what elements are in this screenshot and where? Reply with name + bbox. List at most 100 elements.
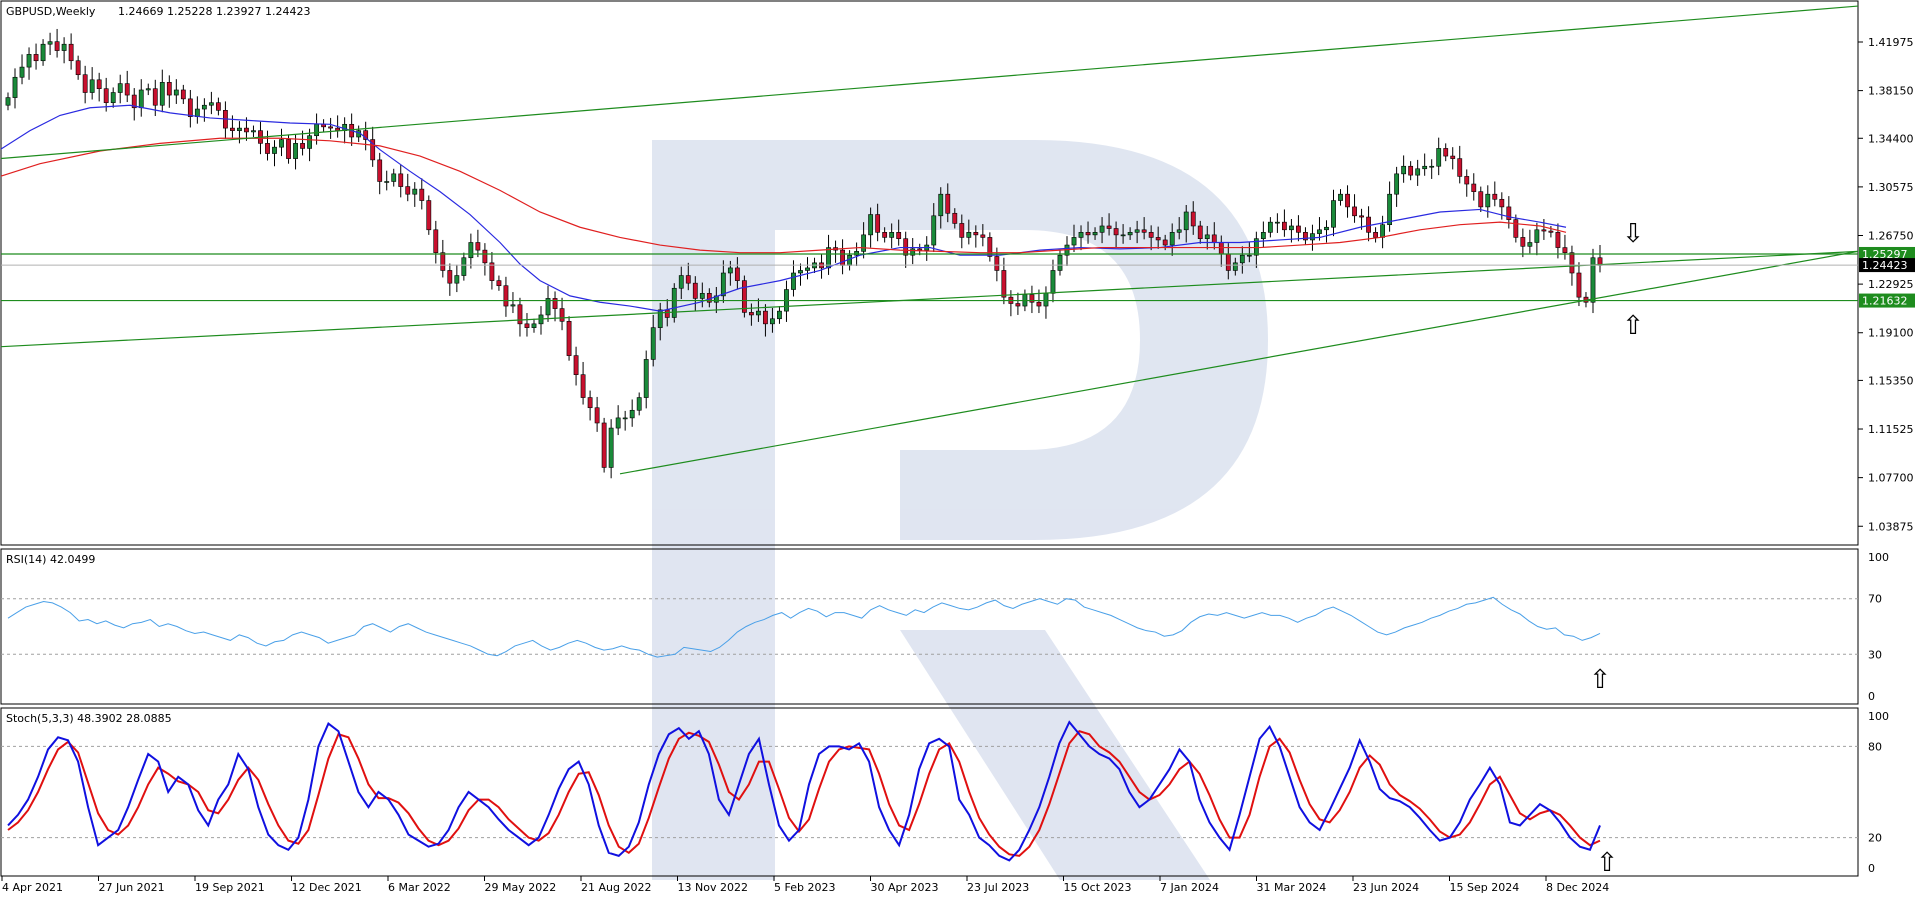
- candle: [924, 236, 930, 261]
- candle: [1471, 173, 1477, 201]
- channel-line: [619, 250, 1858, 475]
- time-tick-label: 19 Sep 2021: [195, 881, 265, 894]
- candle: [763, 304, 768, 337]
- candle-body: [194, 108, 200, 117]
- candle: [889, 223, 895, 249]
- candle-body: [433, 229, 439, 253]
- candle-body: [1204, 234, 1210, 239]
- candle-body: [664, 309, 670, 318]
- candle: [187, 89, 193, 128]
- candle-body: [671, 287, 677, 318]
- candle-body: [173, 89, 179, 96]
- candle-body: [854, 251, 860, 256]
- candle-body: [159, 82, 165, 106]
- time-tick-label: 5 Feb 2023: [774, 881, 835, 894]
- candle: [1513, 214, 1519, 243]
- candle: [1064, 236, 1070, 267]
- candle-body: [1232, 262, 1238, 271]
- candle: [1296, 215, 1301, 242]
- candle-body: [251, 130, 256, 133]
- candle: [601, 417, 607, 473]
- candle-body: [187, 98, 193, 117]
- candle-body: [138, 89, 144, 109]
- candle: [1562, 234, 1568, 260]
- candle: [412, 182, 418, 207]
- candle-body: [1590, 257, 1596, 303]
- candle: [496, 275, 502, 291]
- candle: [931, 203, 937, 253]
- candle-body: [524, 323, 530, 328]
- candle-body: [180, 89, 186, 100]
- candle: [1380, 215, 1385, 249]
- candle: [1282, 209, 1287, 237]
- candle-body: [713, 295, 719, 303]
- candle-body: [363, 130, 369, 140]
- candle-body: [720, 272, 726, 297]
- candle-body: [1492, 193, 1498, 200]
- candle-body: [1148, 232, 1154, 238]
- time-tick-label: 8 Dec 2024: [1546, 881, 1609, 894]
- time-axis[interactable]: 4 Apr 2021 27 Jun 2021 19 Sep 2021 12 Dec 2…: [1, 876, 1609, 894]
- candle: [1106, 213, 1112, 236]
- candle-body: [1534, 229, 1540, 243]
- rsi-pane[interactable]: [1, 596, 1858, 658]
- candle-body: [1155, 237, 1161, 241]
- candle: [201, 98, 207, 122]
- candle-body: [1043, 293, 1049, 307]
- candle-body: [748, 312, 754, 316]
- candle: [1176, 217, 1182, 240]
- main-pane-frame: [0, 0, 1859, 546]
- candle: [1127, 227, 1133, 240]
- stochastic-pane[interactable]: [1, 720, 1858, 862]
- time-tick-label: 21 Aug 2022: [581, 881, 651, 894]
- time-tick-label: 7 Jan 2024: [1160, 881, 1219, 894]
- candle-body: [124, 83, 130, 96]
- price-axis[interactable]: 1.41975 1.38150 1.34400 1.30575 1.26750 1.229…: [1858, 36, 1915, 875]
- candle-body: [594, 407, 600, 424]
- candle-body: [966, 232, 972, 238]
- candle: [1141, 217, 1147, 240]
- candle: [1267, 217, 1273, 238]
- time-tick-label: 31 Mar 2024: [1257, 881, 1327, 894]
- rsi-tick-label: 0: [1868, 690, 1875, 703]
- candle: [629, 399, 635, 427]
- candle-body: [1078, 232, 1084, 238]
- candle-body: [1485, 193, 1491, 208]
- candle-body: [1253, 238, 1259, 256]
- time-tick-label: 27 Jun 2021: [99, 881, 165, 894]
- candle-body: [650, 327, 656, 360]
- candle: [482, 243, 488, 276]
- candle-body: [468, 242, 474, 259]
- candle-body: [1141, 229, 1147, 233]
- candle-body: [1289, 225, 1294, 231]
- candle: [82, 65, 88, 104]
- price-pane[interactable]: [0, 5, 1858, 479]
- candle-body: [510, 304, 516, 307]
- candle: [68, 33, 74, 70]
- candle: [671, 283, 677, 323]
- candle: [608, 419, 614, 479]
- candle: [657, 302, 663, 341]
- candle-body: [798, 270, 803, 274]
- price-tick-label: 1.26750: [1868, 230, 1914, 243]
- candle: [777, 306, 782, 324]
- candle: [1576, 262, 1582, 307]
- candle-body: [987, 237, 993, 257]
- candle: [959, 214, 965, 249]
- stoch-tick-label: 0: [1868, 862, 1875, 875]
- candle: [678, 266, 684, 300]
- candle-body: [1324, 226, 1329, 231]
- candle-body: [826, 247, 831, 269]
- candle-body: [279, 139, 284, 148]
- candle-body: [1541, 229, 1547, 232]
- price-tick-label: 1.03875: [1868, 520, 1914, 533]
- candle: [1534, 222, 1540, 256]
- candle: [868, 207, 874, 248]
- candle-body: [1274, 221, 1280, 224]
- candle: [538, 306, 544, 335]
- candle: [1548, 225, 1554, 238]
- candle: [952, 208, 958, 229]
- moving-average-slow: [1, 137, 1567, 254]
- candle: [1239, 246, 1245, 274]
